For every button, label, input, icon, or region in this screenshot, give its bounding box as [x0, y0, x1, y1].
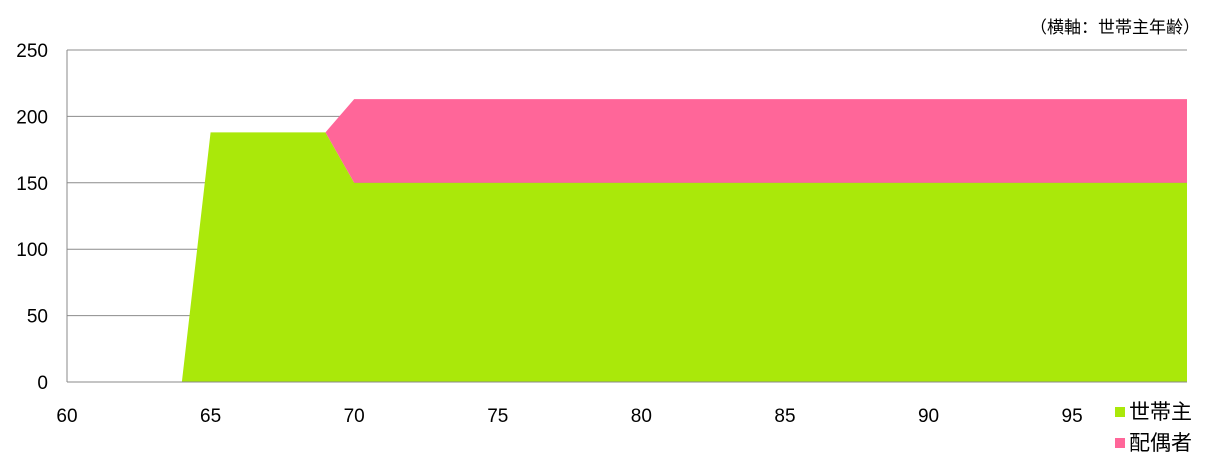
- area-series-1: [181, 132, 1187, 382]
- y-tick-labels: 0 50 100 150 200 250: [16, 41, 48, 394]
- x-tick-label-70: 70: [344, 406, 365, 427]
- x-tick-labels: 60 65 70 75 80 85 90 95: [56, 406, 1082, 427]
- series-areas: [181, 99, 1187, 383]
- y-tick-label-200: 200: [16, 107, 48, 128]
- legend-swatch-2: [1115, 438, 1125, 448]
- x-tick-label-80: 80: [631, 406, 652, 427]
- legend-swatch-1: [1115, 407, 1125, 417]
- legend-label-2: 配偶者: [1129, 431, 1192, 455]
- area-series-2: [181, 99, 1187, 383]
- x-tick-label-60: 60: [56, 406, 77, 427]
- y-tick-label-0: 0: [37, 373, 48, 394]
- y-tick-label-50: 50: [27, 307, 48, 328]
- legend-label-1: 世帯主: [1129, 400, 1192, 424]
- y-tick-label-100: 100: [16, 240, 48, 261]
- x-tick-label-75: 75: [487, 406, 508, 427]
- axis-annotation: （横軸：世帯主年齢）: [1030, 18, 1200, 38]
- x-tick-label-65: 65: [200, 406, 221, 427]
- x-tick-label-95: 95: [1062, 406, 1083, 427]
- x-tick-label-85: 85: [774, 406, 795, 427]
- y-tick-label-250: 250: [16, 41, 48, 62]
- x-tick-label-90: 90: [918, 406, 939, 427]
- y-tick-label-150: 150: [16, 174, 48, 195]
